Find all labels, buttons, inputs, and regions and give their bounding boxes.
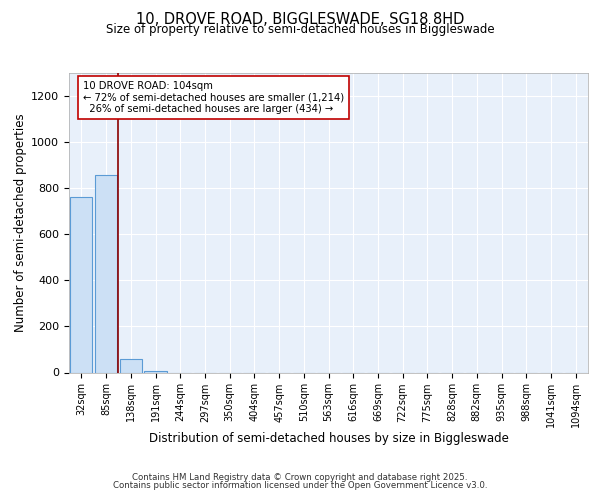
Y-axis label: Number of semi-detached properties: Number of semi-detached properties bbox=[14, 113, 27, 332]
Text: 10 DROVE ROAD: 104sqm
← 72% of semi-detached houses are smaller (1,214)
  26% of: 10 DROVE ROAD: 104sqm ← 72% of semi-deta… bbox=[83, 80, 344, 114]
Text: 10, DROVE ROAD, BIGGLESWADE, SG18 8HD: 10, DROVE ROAD, BIGGLESWADE, SG18 8HD bbox=[136, 12, 464, 28]
Bar bbox=[95, 174, 117, 372]
Bar bbox=[119, 358, 142, 372]
Bar bbox=[70, 197, 92, 372]
Text: Contains public sector information licensed under the Open Government Licence v3: Contains public sector information licen… bbox=[113, 481, 487, 490]
Bar bbox=[145, 370, 167, 372]
Text: Contains HM Land Registry data © Crown copyright and database right 2025.: Contains HM Land Registry data © Crown c… bbox=[132, 472, 468, 482]
X-axis label: Distribution of semi-detached houses by size in Biggleswade: Distribution of semi-detached houses by … bbox=[149, 432, 508, 444]
Text: Size of property relative to semi-detached houses in Biggleswade: Size of property relative to semi-detach… bbox=[106, 22, 494, 36]
